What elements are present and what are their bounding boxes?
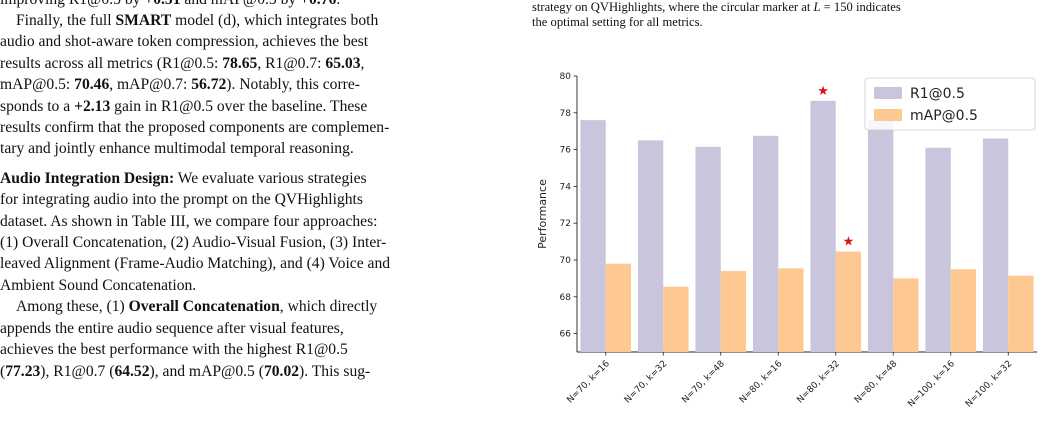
text-line-partial: improving R1@0.5 by +0.51 and mAP@0.5 by… — [0, 0, 340, 10]
y-axis-label: Performance — [536, 179, 549, 249]
x-tick-label: N=80, k=16 — [738, 359, 785, 406]
bar-r1 — [810, 100, 836, 352]
x-tick-label: N=70, k=48 — [680, 359, 727, 406]
text-line: Finally, the full SMART model (d), which… — [16, 12, 379, 29]
best-star-marker: ★ — [817, 84, 829, 99]
bold-value: +0.51 — [144, 0, 180, 8]
y-tick-label: 78 — [560, 109, 572, 119]
y-tick-label: 80 — [560, 72, 572, 82]
best-star-marker: ★ — [843, 235, 855, 250]
x-tick-label: N=80, k=32 — [795, 359, 841, 405]
text-line: Ambient Sound Concatenation. — [0, 276, 197, 294]
text-line: for integrating audio into the prompt on… — [0, 191, 363, 209]
bar-map — [663, 286, 689, 352]
text-fragment: improving R1@0.5 by — [0, 0, 144, 8]
text-line: mAP@0.5: 70.46, mAP@0.7: 56.72). Notably… — [0, 76, 360, 94]
x-tick-label: N=70, k=32 — [623, 359, 669, 405]
bar-map — [835, 251, 862, 352]
text-line: results across all metrics (R1@0.5: 78.6… — [0, 54, 365, 72]
bar-r1 — [695, 146, 721, 352]
y-tick-label: 70 — [560, 256, 572, 266]
text-line: achieves the best performance with the h… — [0, 341, 348, 359]
audio-heading-line: Audio Integration Design: We evaluate va… — [0, 169, 367, 187]
caption-variable: L — [813, 0, 821, 14]
bar-r1 — [580, 120, 606, 352]
text-line: sponds to a +2.13 gain in R1@0.5 over th… — [0, 97, 368, 115]
x-tick-label: N=80, k=48 — [853, 359, 900, 406]
x-tick-label: N=100, k=16 — [906, 359, 957, 410]
legend-label: mAP@0.5 — [910, 108, 978, 124]
figure-caption: strategy on QVHighlights, where the circ… — [532, 0, 1038, 30]
text-line: leaved Alignment (Frame-Audio Matching),… — [0, 255, 391, 273]
y-tick-label: 66 — [560, 330, 572, 340]
text-line: Among these, (1) Overall Concatenation, … — [16, 298, 378, 316]
bar-map — [605, 263, 632, 352]
bar-map — [893, 278, 919, 352]
body-text-column: improving R1@0.5 by +0.51 and mAP@0.5 by… — [0, 0, 508, 431]
caption-line: strategy on QVHighlights, where the circ… — [532, 0, 901, 14]
y-tick-label: 72 — [560, 219, 571, 229]
y-tick-label: 74 — [560, 182, 572, 192]
bar-r1 — [867, 120, 894, 352]
text-fragment: . — [336, 0, 340, 8]
x-tick-label: N=100, k=32 — [964, 359, 1014, 409]
text-line: (77.23), R1@0.7 (64.52), and mAP@0.5 (70… — [0, 362, 371, 380]
bar-r1 — [925, 147, 951, 352]
y-tick-label: 68 — [560, 293, 572, 303]
section-heading: Audio Integration Design: — [0, 169, 175, 187]
bar-map — [778, 268, 804, 352]
smart-name: SMART — [115, 12, 172, 29]
bar-r1 — [637, 140, 664, 352]
y-tick-label: 76 — [560, 146, 572, 156]
text-line: (1) Overall Concatenation, (2) Audio-Vis… — [0, 234, 387, 252]
text-line: audio and shot-aware token compression, … — [0, 33, 369, 51]
text-line: dataset. As shown in Table III, we compa… — [0, 212, 378, 230]
bar-r1 — [982, 138, 1009, 352]
legend-box — [864, 77, 1036, 131]
x-tick-label: N=70, k=16 — [565, 359, 612, 406]
text-line: results confirm that the proposed compon… — [0, 119, 390, 137]
legend-label: R1@0.5 — [910, 86, 965, 102]
smart-paragraph: Finally, the full SMART model (d), which… — [0, 10, 508, 382]
bar-map — [950, 269, 977, 352]
bar-map — [1008, 275, 1034, 352]
bold-value: +0.76 — [300, 0, 336, 8]
caption-line: the optimal setting for all metrics. — [532, 15, 703, 29]
legend-swatch — [874, 87, 902, 99]
text-fragment: and mAP@0.5 by — [181, 0, 301, 8]
figure-column: strategy on QVHighlights, where the circ… — [532, 0, 1042, 431]
bar-map — [720, 271, 747, 352]
bar-r1 — [752, 135, 779, 352]
text-line: tary and jointly enhance multimodal temp… — [0, 140, 354, 158]
text-line: appends the entire audio sequence after … — [0, 319, 344, 337]
legend-swatch — [874, 109, 902, 121]
